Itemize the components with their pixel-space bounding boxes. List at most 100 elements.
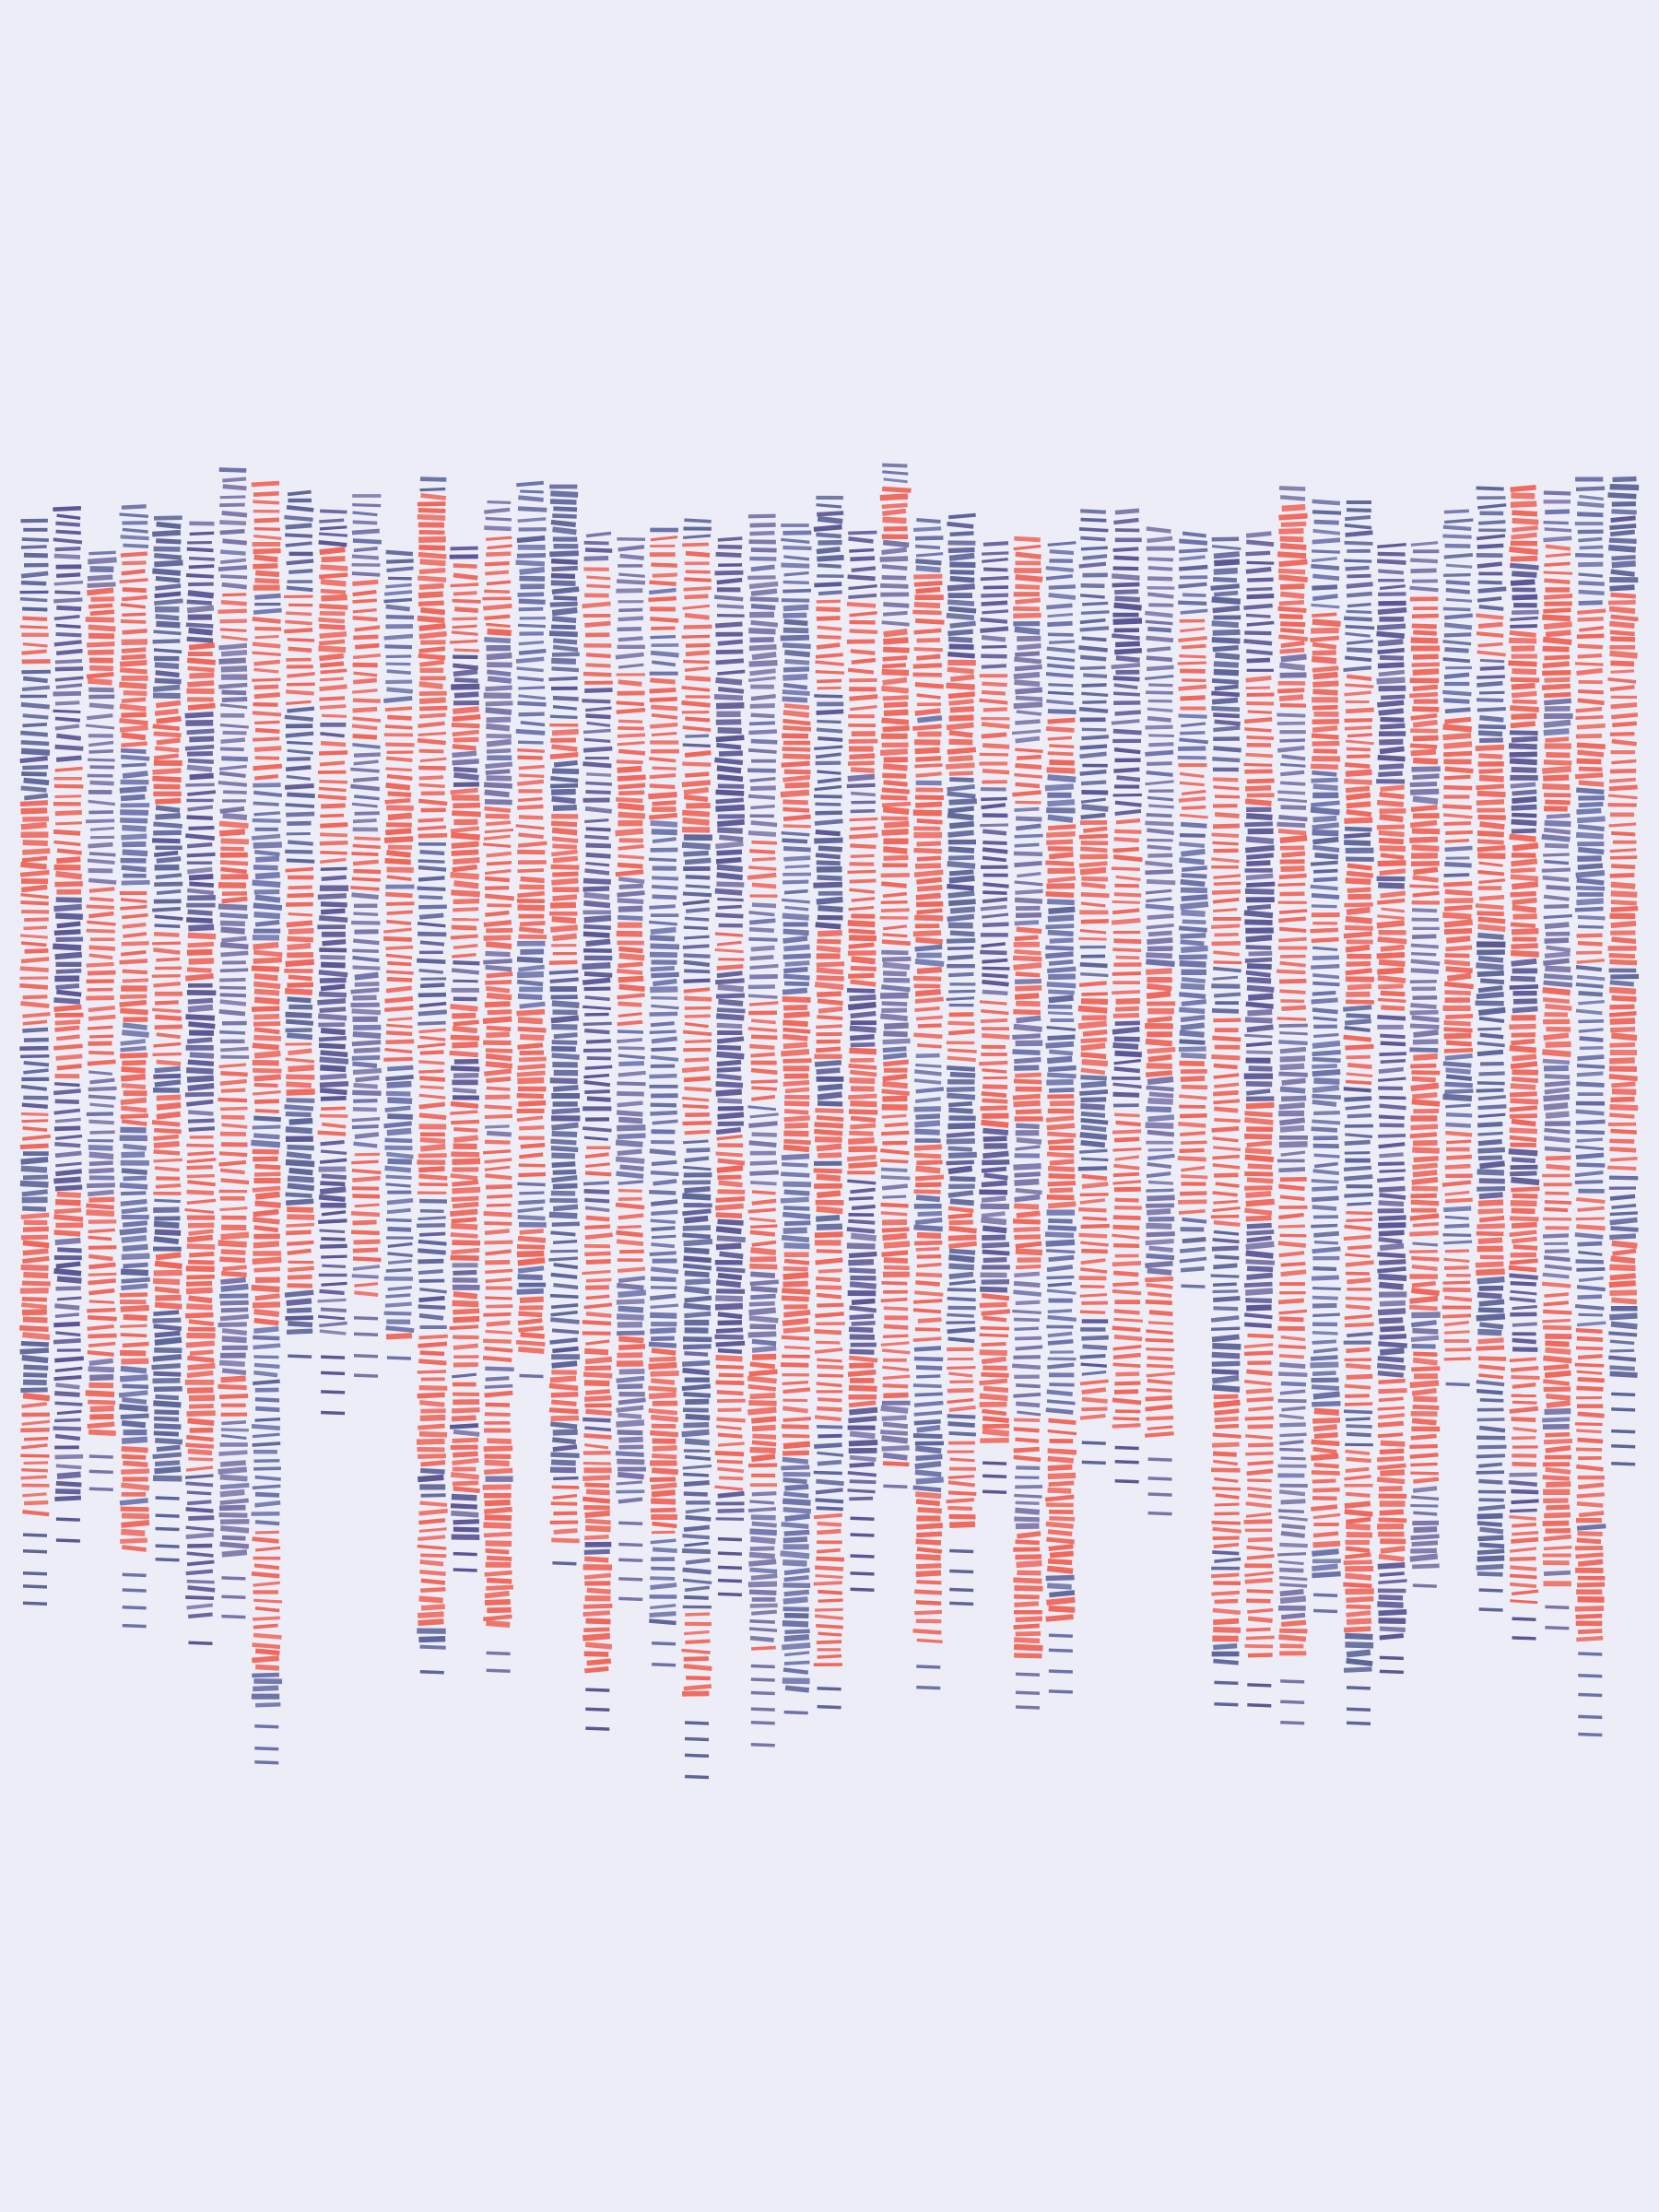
accent-stripe <box>218 1159 247 1167</box>
accent-stripe <box>880 1148 910 1156</box>
stripe-mark <box>981 635 1006 642</box>
accent-stripe <box>751 856 776 862</box>
accent-stripe <box>1080 1052 1107 1060</box>
accent-stripe <box>1012 955 1042 962</box>
stripe-mark <box>1246 963 1272 971</box>
accent-stripe <box>519 921 546 927</box>
accent-stripe <box>814 1122 844 1129</box>
accent-stripe <box>352 653 382 660</box>
accent-stripe <box>55 1053 83 1061</box>
stripe-mark <box>1146 812 1172 818</box>
accent-stripe <box>285 689 314 696</box>
stripe-mark <box>485 1366 514 1372</box>
accent-stripe <box>752 1433 777 1440</box>
stripe-mark <box>782 689 810 697</box>
accent-stripe <box>1114 1197 1139 1203</box>
accent-stripe <box>452 617 477 621</box>
stripe-mark <box>417 958 446 965</box>
stripe-mark <box>1280 805 1307 810</box>
stripe-mark <box>1213 668 1240 677</box>
accent-stripe <box>486 1076 512 1083</box>
accent-stripe <box>947 691 975 700</box>
stripe-mark <box>750 738 778 745</box>
accent-stripe <box>1015 763 1042 770</box>
stripe-mark <box>882 470 909 476</box>
accent-stripe <box>685 1612 711 1617</box>
stripe-mark <box>850 1187 876 1194</box>
accent-stripe <box>252 1042 279 1051</box>
accent-stripe <box>253 763 283 771</box>
accent-stripe <box>120 551 148 558</box>
stripe-mark <box>1015 1476 1040 1479</box>
accent-stripe <box>286 682 315 687</box>
stripe-mark <box>982 840 1007 846</box>
accent-stripe <box>450 1254 479 1261</box>
accent-stripe <box>849 1077 876 1085</box>
stripe-mark <box>1014 656 1042 665</box>
stripe-mark <box>88 1145 113 1151</box>
accent-stripe <box>946 682 975 690</box>
stripe-mark <box>19 1045 49 1051</box>
accent-stripe <box>121 1453 147 1460</box>
accent-stripe <box>154 1024 182 1030</box>
stripe-mark <box>682 1367 710 1376</box>
accent-stripe <box>122 1512 149 1520</box>
accent-stripe <box>20 957 50 964</box>
stripe-mark <box>453 691 479 699</box>
accent-stripe <box>484 1467 513 1476</box>
accent-stripe <box>121 1105 147 1113</box>
stripe-mark <box>486 716 512 724</box>
accent-stripe <box>1015 747 1043 753</box>
accent-stripe <box>418 535 446 543</box>
stripe-mark <box>748 721 776 726</box>
stripe-mark <box>1047 632 1074 637</box>
stripe-mark <box>53 615 80 621</box>
stripe-mark <box>519 566 546 575</box>
accent-stripe <box>352 688 378 694</box>
accent-stripe <box>849 1130 874 1136</box>
stripe-mark <box>1014 920 1040 926</box>
stripe-mark <box>551 586 580 595</box>
stripe-mark <box>1280 770 1305 777</box>
stripe-mark <box>1279 1422 1306 1428</box>
stripe-mark <box>946 1138 975 1145</box>
stripe-mark <box>1246 649 1273 656</box>
accent-stripe <box>1080 1067 1106 1076</box>
stripe-mark <box>584 547 613 553</box>
accent-stripe <box>584 1356 613 1365</box>
stripe-mark <box>419 940 445 947</box>
stripe-mark <box>814 694 843 699</box>
accent-stripe <box>452 1480 479 1487</box>
accent-stripe <box>482 1614 512 1622</box>
stripe-mark <box>947 846 975 854</box>
accent-stripe <box>848 1355 878 1363</box>
accent-stripe <box>1046 1596 1076 1606</box>
accent-stripe <box>220 1178 250 1185</box>
stripe-mark <box>1245 813 1273 821</box>
stripe-mark <box>418 895 443 900</box>
stripe-mark <box>220 737 246 744</box>
accent-stripe <box>122 969 148 975</box>
accent-stripe <box>386 1023 413 1029</box>
accent-stripe <box>1244 1147 1272 1155</box>
stripe-mark <box>750 712 775 719</box>
stripe-tail-mark <box>1081 1460 1106 1465</box>
stripe-mark <box>485 685 512 692</box>
stripe-mark <box>54 1433 81 1441</box>
accent-stripe <box>516 1243 546 1250</box>
stripe-mark <box>915 1087 945 1094</box>
stripe-mark <box>650 1110 677 1116</box>
accent-stripe <box>1181 1165 1206 1172</box>
accent-stripe <box>981 722 1010 729</box>
stripe-mark <box>651 1046 677 1052</box>
accent-stripe <box>384 858 411 865</box>
stripe-mark <box>650 1055 679 1062</box>
accent-stripe <box>816 599 841 604</box>
stripe-mark <box>982 882 1009 888</box>
accent-stripe <box>1049 759 1075 766</box>
accent-stripe <box>152 1277 181 1286</box>
stripe-tail-mark <box>817 1704 841 1710</box>
stripe-mark <box>220 950 249 958</box>
stripe-mark <box>552 1444 578 1453</box>
accent-stripe <box>816 642 841 650</box>
